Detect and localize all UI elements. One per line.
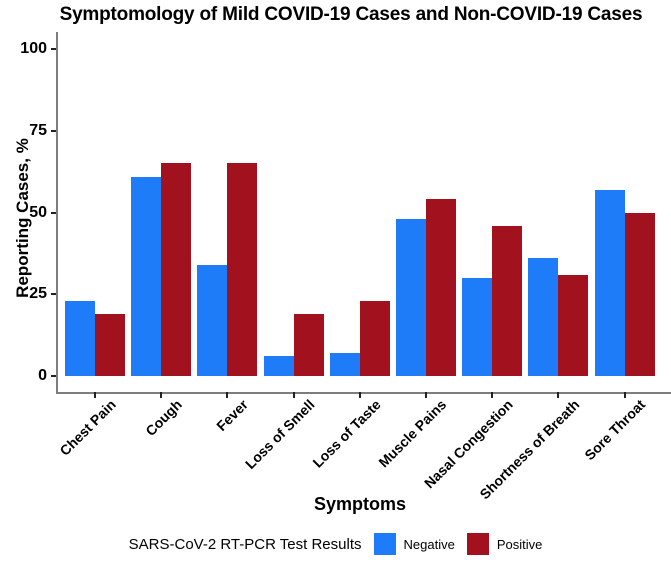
bar-shortness-of-breath-negative: [528, 258, 559, 376]
y-tick-label-25: 25: [29, 285, 47, 303]
y-tick-0: [51, 375, 56, 377]
bar-cough-positive: [161, 163, 192, 376]
x-tick-nasal-congestion: [491, 392, 494, 398]
bar-shortness-of-breath-positive: [558, 274, 589, 376]
bar-nasal-congestion-positive: [492, 225, 523, 376]
bar-nasal-congestion-negative: [462, 277, 493, 376]
x-label-chest-pain: Chest Pain: [56, 396, 119, 459]
bar-chest-pain-positive: [95, 313, 125, 376]
x-label-sore-throat: Sore Throat: [581, 396, 649, 464]
bar-muscle-pains-positive: [426, 199, 456, 376]
legend-title: SARS-CoV-2 RT-PCR Test Results: [128, 535, 362, 553]
legend: SARS-CoV-2 RT-PCR Test Results Negative …: [0, 533, 671, 555]
x-label-muscle-pains: Muscle Pains: [375, 396, 450, 471]
y-axis-line: [56, 32, 58, 392]
x-axis-title: Symptoms: [313, 494, 407, 514]
bar-cough-negative: [131, 176, 162, 376]
x-label-loss-of-taste: Loss of Taste: [309, 396, 384, 471]
x-tick-shortness-of-breath: [557, 392, 560, 398]
bar-chest-pain-negative: [65, 300, 95, 376]
y-tick-label-75: 75: [29, 121, 47, 139]
bar-fever-negative: [197, 264, 228, 376]
y-tick-label-50: 50: [29, 203, 47, 221]
y-tick-label-100: 100: [20, 40, 47, 57]
legend-item-negative: Negative: [373, 533, 455, 555]
bar-fever-positive: [227, 163, 258, 376]
positive-swatch: [466, 533, 489, 555]
x-tick-loss-of-taste: [358, 392, 361, 398]
bar-loss-of-smell-negative: [263, 356, 294, 376]
x-tick-cough: [160, 392, 163, 398]
legend-label-negative: Negative: [403, 536, 455, 552]
bar-sore-throat-negative: [594, 189, 625, 376]
x-tick-fever: [226, 392, 229, 398]
y-tick-75: [51, 129, 56, 132]
negative-swatch: [373, 533, 396, 555]
legend-label-positive: Positive: [496, 536, 543, 552]
y-tick-label-0: 0: [38, 367, 47, 384]
x-tick-sore-throat: [623, 392, 626, 398]
x-label-loss-of-smell: Loss of Smell: [241, 396, 318, 472]
bar-muscle-pains-negative: [396, 219, 426, 376]
legend-item-positive: Positive: [466, 533, 543, 555]
x-label-fever: Fever: [213, 396, 251, 435]
bar-loss-of-taste-negative: [329, 353, 360, 376]
y-tick-50: [51, 211, 56, 214]
chart-title: Symptomology of Mild COVID-19 Cases and …: [59, 4, 643, 25]
x-axis-line: [56, 392, 671, 394]
x-tick-chest-pain: [94, 392, 96, 398]
y-tick-25: [51, 293, 56, 296]
bar-loss-of-taste-positive: [359, 300, 390, 376]
y-tick-100: [51, 48, 56, 50]
x-tick-loss-of-smell: [292, 392, 295, 398]
bar-sore-throat-positive: [624, 212, 655, 376]
bar-loss-of-smell-positive: [293, 313, 324, 376]
x-label-cough: Cough: [142, 396, 185, 439]
x-tick-muscle-pains: [425, 392, 427, 398]
